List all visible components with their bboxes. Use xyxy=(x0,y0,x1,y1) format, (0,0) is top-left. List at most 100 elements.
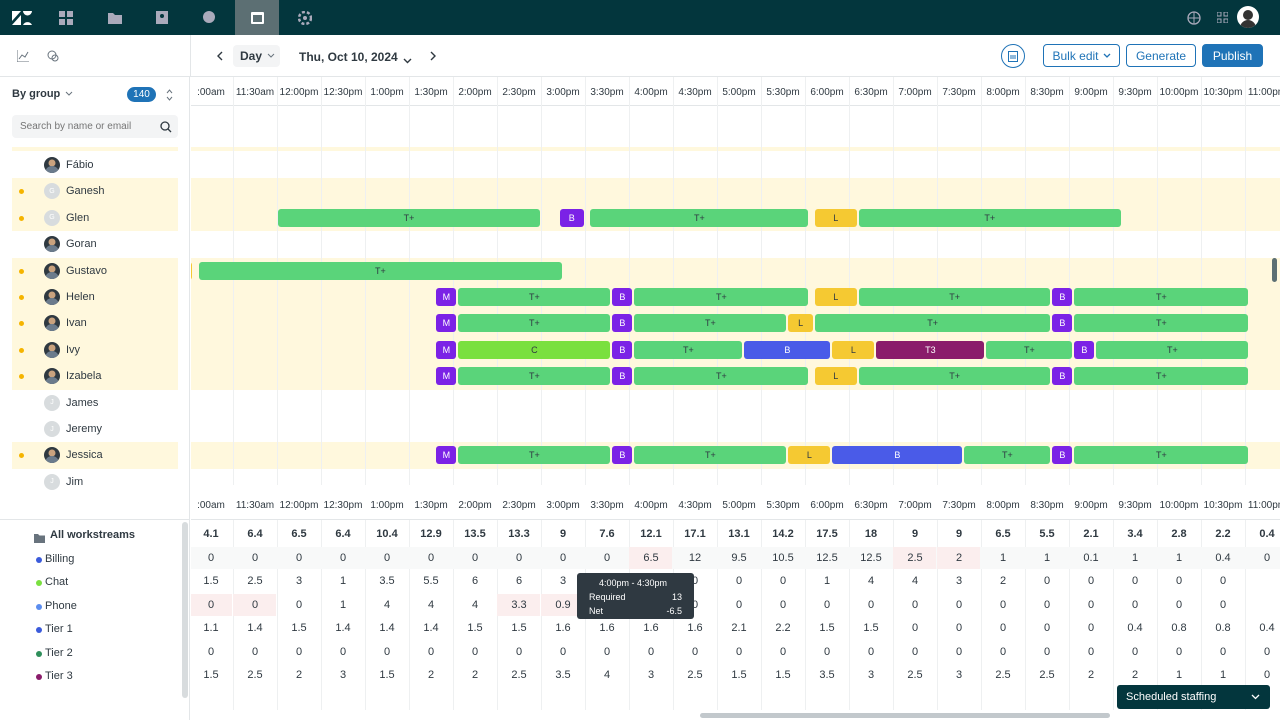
shift-block[interactable]: L xyxy=(814,288,857,306)
staffing-value[interactable]: 0 xyxy=(955,645,963,658)
staffing-value[interactable]: 3.5 xyxy=(819,669,835,681)
staffing-value[interactable]: 0 xyxy=(1263,645,1271,658)
shift-block[interactable]: T+ xyxy=(634,446,787,465)
staffing-value[interactable]: 1.5 xyxy=(467,622,483,634)
staffing-value[interactable]: 1.4 xyxy=(379,622,395,634)
staffing-value[interactable]: 0.9 xyxy=(555,598,571,611)
staffing-value[interactable]: 1.1 xyxy=(203,622,219,634)
shift-block[interactable]: B xyxy=(612,314,633,333)
staffing-value[interactable]: 0 xyxy=(735,598,743,611)
staffing-value[interactable]: 10.5 xyxy=(772,551,794,564)
staffing-value[interactable]: 18 xyxy=(864,528,878,540)
horizontal-scrollbar[interactable] xyxy=(700,713,1110,718)
staffing-value[interactable]: 0 xyxy=(999,645,1007,658)
search-input[interactable] xyxy=(20,119,150,134)
staffing-value[interactable]: 0 xyxy=(471,551,479,564)
staffing-value[interactable]: 1.6 xyxy=(555,622,571,634)
staffing-value[interactable]: 6.4 xyxy=(335,528,351,540)
staffing-value[interactable]: 1.5 xyxy=(863,622,879,634)
staffing-value[interactable]: 0 xyxy=(1131,598,1139,611)
staffing-value[interactable]: 12.5 xyxy=(860,551,882,564)
shift-block[interactable]: T+ xyxy=(1074,367,1249,386)
staffing-value[interactable]: 9 xyxy=(955,528,963,540)
staffing-value[interactable]: 0.8 xyxy=(1171,622,1187,634)
search-icon[interactable] xyxy=(160,120,172,138)
staffing-value[interactable]: 0 xyxy=(1043,575,1051,587)
staffing-value[interactable]: 2 xyxy=(427,669,435,681)
shift-block[interactable]: L xyxy=(814,208,857,227)
staffing-value[interactable]: 1 xyxy=(1219,669,1227,681)
staffing-value[interactable]: 0 xyxy=(559,645,567,658)
shift-block[interactable]: T+ xyxy=(858,208,1121,227)
agent-name[interactable]: Jessica xyxy=(66,449,103,462)
staffing-value[interactable]: 1.4 xyxy=(423,622,439,634)
staffing-value[interactable]: 2.8 xyxy=(1171,528,1187,540)
staffing-value[interactable]: 6.5 xyxy=(643,551,659,564)
agent-name[interactable]: Ivan xyxy=(66,317,87,330)
coins-icon[interactable] xyxy=(47,49,59,67)
staffing-value[interactable]: 1.5 xyxy=(775,669,791,681)
shift-block[interactable]: M xyxy=(436,367,457,386)
agent-name[interactable]: James xyxy=(66,396,99,409)
workstream-name[interactable]: Billing xyxy=(45,552,75,565)
staffing-value[interactable]: 0 xyxy=(251,645,259,658)
staffing-value[interactable]: 6 xyxy=(515,575,523,587)
settings-gear-icon[interactable] xyxy=(283,0,327,35)
staffing-value[interactable]: 9 xyxy=(559,528,567,540)
agent-name[interactable]: Jim xyxy=(66,475,84,488)
staffing-value[interactable]: 0 xyxy=(515,551,523,564)
staffing-value[interactable]: 3 xyxy=(955,669,963,681)
staffing-value[interactable]: 1.5 xyxy=(291,622,307,634)
staffing-value[interactable]: 0 xyxy=(867,645,875,658)
staffing-value[interactable]: 4 xyxy=(383,598,391,611)
staffing-value[interactable]: 0 xyxy=(339,645,347,658)
staffing-value[interactable]: 3 xyxy=(955,575,963,587)
shift-block[interactable]: M xyxy=(436,446,457,465)
staffing-value[interactable]: 0 xyxy=(647,645,655,658)
staffing-value[interactable]: 0 xyxy=(383,551,391,564)
date-dropdown-chevron-icon[interactable] xyxy=(403,51,412,69)
export-csv-icon[interactable] xyxy=(1001,44,1025,68)
staffing-value[interactable]: 2 xyxy=(999,575,1007,587)
staffing-value[interactable]: 12.1 xyxy=(640,528,662,540)
staffing-value[interactable]: 1 xyxy=(339,575,347,587)
staffing-value[interactable]: 0 xyxy=(691,645,699,658)
agent-name[interactable]: Jeremy xyxy=(66,423,103,435)
workstream-name[interactable]: All workstreams xyxy=(50,529,135,541)
staffing-value[interactable]: 4 xyxy=(427,598,435,611)
shift-block[interactable]: B xyxy=(1052,446,1073,465)
shift-block[interactable]: T+ xyxy=(986,340,1073,359)
shift-block[interactable]: B xyxy=(1052,288,1073,306)
staffing-value[interactable]: 10.4 xyxy=(376,528,398,540)
staffing-value[interactable]: 0 xyxy=(295,551,303,564)
shift-block[interactable]: M xyxy=(436,340,457,359)
shift-block[interactable]: B xyxy=(559,208,584,227)
staffing-value[interactable]: 2.5 xyxy=(511,669,527,681)
staffing-value[interactable]: 0 xyxy=(1263,669,1271,681)
staffing-value[interactable]: 0 xyxy=(251,598,259,611)
staffing-value[interactable]: 0 xyxy=(1043,622,1051,634)
staffing-value[interactable]: 17.5 xyxy=(816,528,838,540)
staffing-value[interactable]: 0 xyxy=(999,598,1007,611)
shift-block[interactable]: B xyxy=(832,446,963,465)
staffing-value[interactable]: 2.5 xyxy=(687,669,703,681)
staffing-value[interactable]: 3 xyxy=(295,575,303,587)
star-icon[interactable] xyxy=(19,215,24,221)
workstream-name[interactable]: Tier 2 xyxy=(45,646,73,659)
shift-block[interactable]: B xyxy=(612,367,633,386)
staffing-value[interactable]: 0 xyxy=(735,575,743,587)
staffing-value[interactable]: 12 xyxy=(688,551,702,564)
shift-block[interactable]: B xyxy=(1074,340,1095,359)
staffing-value[interactable]: 0 xyxy=(779,645,787,658)
staffing-value[interactable]: 6.5 xyxy=(291,528,307,540)
staffing-value[interactable]: 0 xyxy=(1131,575,1139,587)
staffing-value[interactable]: 0.4 xyxy=(1215,551,1231,564)
staffing-value[interactable]: 2.5 xyxy=(247,575,263,587)
shift-block[interactable]: B xyxy=(1052,367,1073,386)
agent-name[interactable]: Gustavo xyxy=(66,264,107,277)
staffing-value[interactable]: 2.5 xyxy=(907,669,923,681)
shift-block[interactable]: L xyxy=(788,446,831,465)
staffing-value[interactable]: 0 xyxy=(779,575,787,587)
shift-block[interactable]: T+ xyxy=(1096,340,1249,359)
staffing-value[interactable]: 3.5 xyxy=(379,575,395,587)
